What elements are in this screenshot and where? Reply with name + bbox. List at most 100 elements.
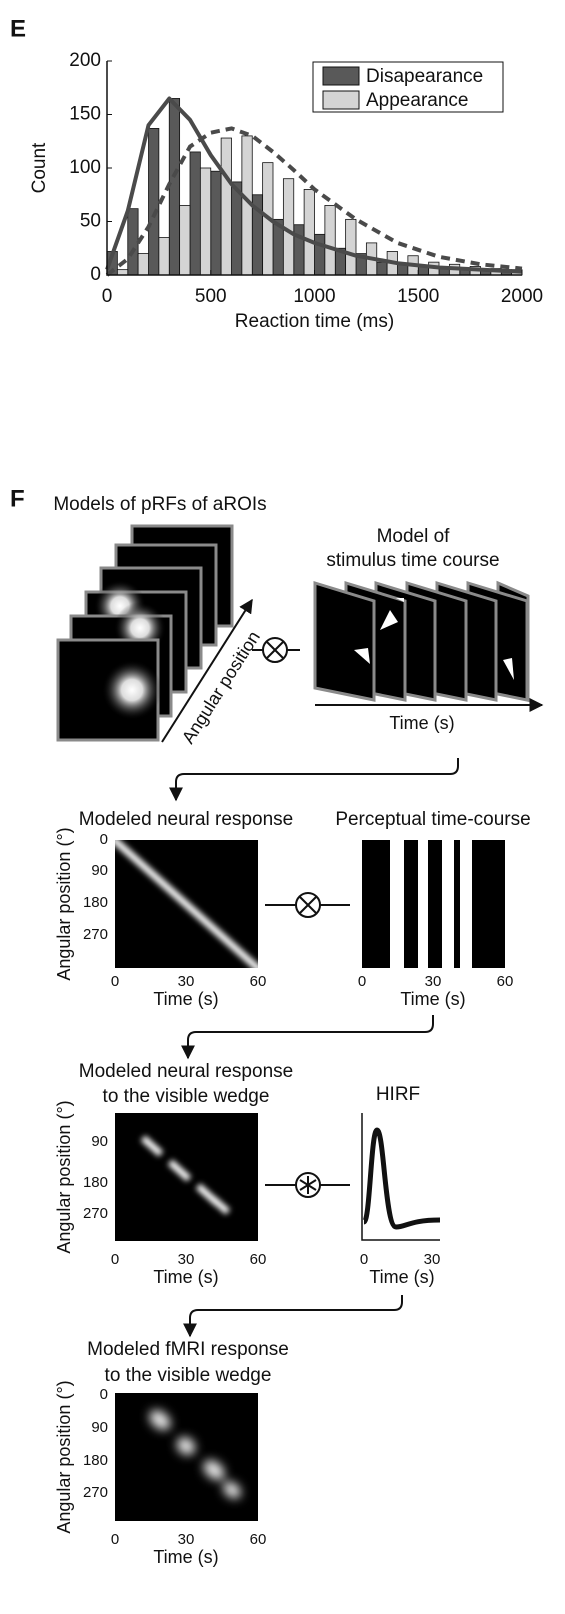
bar (116, 269, 129, 276)
hirf-curve (361, 1127, 441, 1230)
x-axis-label: Reaction time (ms) (235, 311, 394, 332)
x-tick-label: 30 (425, 973, 442, 990)
stripe (390, 840, 404, 968)
legend-swatch (322, 90, 360, 110)
y-tick-label: 0 (90, 264, 101, 285)
legend-label: Appearance (366, 90, 468, 111)
y-axis-label: Angular position (°) (54, 1380, 74, 1533)
response-band (210, 1196, 231, 1215)
prf-title: Models of pRFs of aROIs (53, 494, 266, 515)
y-tick-label: 180 (83, 1174, 108, 1191)
stimulus-frames (313, 580, 530, 703)
x-tick-label: 2000 (501, 286, 543, 307)
response-band (115, 840, 258, 968)
y-tick-label: 180 (83, 894, 108, 911)
x-axis-label: Time (s) (153, 1547, 218, 1567)
angular-arrow (161, 598, 253, 743)
wedge (380, 610, 398, 630)
bar (189, 151, 201, 276)
stimulus-title: Model of (377, 526, 451, 547)
x-tick-label: 0 (360, 1251, 368, 1268)
y-axis-label: Angular position (°) (54, 1100, 74, 1253)
hirf-axes (361, 1113, 440, 1241)
bar (220, 137, 232, 276)
x-tick-label: 0 (111, 1251, 119, 1268)
response-blob (203, 1460, 225, 1480)
x-tick-label: 0 (102, 286, 113, 307)
x-tick-label: 500 (195, 286, 227, 307)
y-tick-label: 0 (100, 1386, 108, 1403)
x-tick-label: 0 (111, 973, 119, 990)
y-tick-label: 150 (69, 104, 101, 125)
x-tick-label: 1000 (293, 286, 335, 307)
bar (199, 167, 212, 276)
panel-title: to the visible wedge (103, 1086, 270, 1107)
wedge (503, 658, 514, 680)
bar (314, 233, 326, 276)
x-tick-label: 60 (250, 973, 267, 990)
bar (158, 237, 170, 276)
panel-label: F (10, 485, 25, 512)
x-axis-label: Time (s) (153, 989, 218, 1009)
x-axis-label: Time (s) (153, 1267, 218, 1287)
y-tick-label: 100 (69, 157, 101, 178)
x-tick-label: 30 (178, 1251, 195, 1268)
panel-title: Modeled neural response (79, 809, 293, 830)
panel-title: Perceptual time-course (335, 809, 530, 830)
x-tick-label: 30 (178, 1531, 195, 1548)
panel-label: E (10, 15, 26, 42)
time-axis-label: Time (s) (389, 713, 454, 733)
bar (376, 261, 388, 276)
stripe (442, 840, 454, 968)
x-tick-label: 30 (178, 973, 195, 990)
wedge (396, 598, 404, 602)
y-tick-label: 180 (83, 1452, 108, 1469)
y-tick-label: 50 (80, 211, 101, 232)
panel-title: Modeled neural response (79, 1061, 293, 1082)
bar (168, 98, 181, 276)
x-tick-label: 30 (424, 1251, 441, 1268)
fit-curve (105, 96, 523, 274)
x-tick-label: 60 (497, 973, 514, 990)
x-axis-label: Time (s) (369, 1267, 434, 1287)
response-band (140, 1135, 164, 1157)
bar (293, 224, 305, 276)
stimulus-title: stimulus time course (326, 550, 499, 571)
y-tick-label: 0 (100, 831, 108, 848)
stripe (460, 840, 472, 968)
bar (179, 205, 191, 276)
y-axis-label: Angular position (°) (54, 827, 74, 980)
bar (210, 170, 222, 276)
stripe (418, 840, 428, 968)
panel-title: Modeled fMRI response (87, 1339, 289, 1360)
prf-stack (56, 524, 234, 742)
x-tick-label: 1500 (397, 286, 439, 307)
bar (148, 128, 160, 276)
y-axis-label: Count (29, 142, 50, 193)
x-axis-label: Time (s) (400, 989, 465, 1009)
flow-arrow (169, 758, 459, 802)
convolve-symbol (265, 892, 350, 918)
bar (324, 205, 336, 276)
heatmap (362, 840, 505, 968)
flow-arrow (183, 1295, 403, 1338)
y-tick-label: 90 (91, 862, 108, 879)
convolve-symbol (265, 1172, 350, 1198)
y-tick-label: 270 (83, 926, 108, 943)
bar (303, 188, 315, 276)
wedge (354, 648, 370, 664)
bar (137, 253, 149, 276)
response-blob (223, 1481, 241, 1499)
x-tick-label: 0 (358, 973, 366, 990)
legend-swatch (322, 66, 360, 86)
response-blob (149, 1410, 171, 1430)
y-tick-label: 90 (91, 1133, 108, 1150)
x-tick-label: 60 (250, 1531, 267, 1548)
response-band (167, 1159, 192, 1182)
y-tick-label: 90 (91, 1419, 108, 1436)
response-blob (176, 1437, 196, 1455)
bar (345, 218, 357, 276)
heatmap (115, 1393, 258, 1521)
panel-title: to the visible wedge (105, 1365, 272, 1386)
